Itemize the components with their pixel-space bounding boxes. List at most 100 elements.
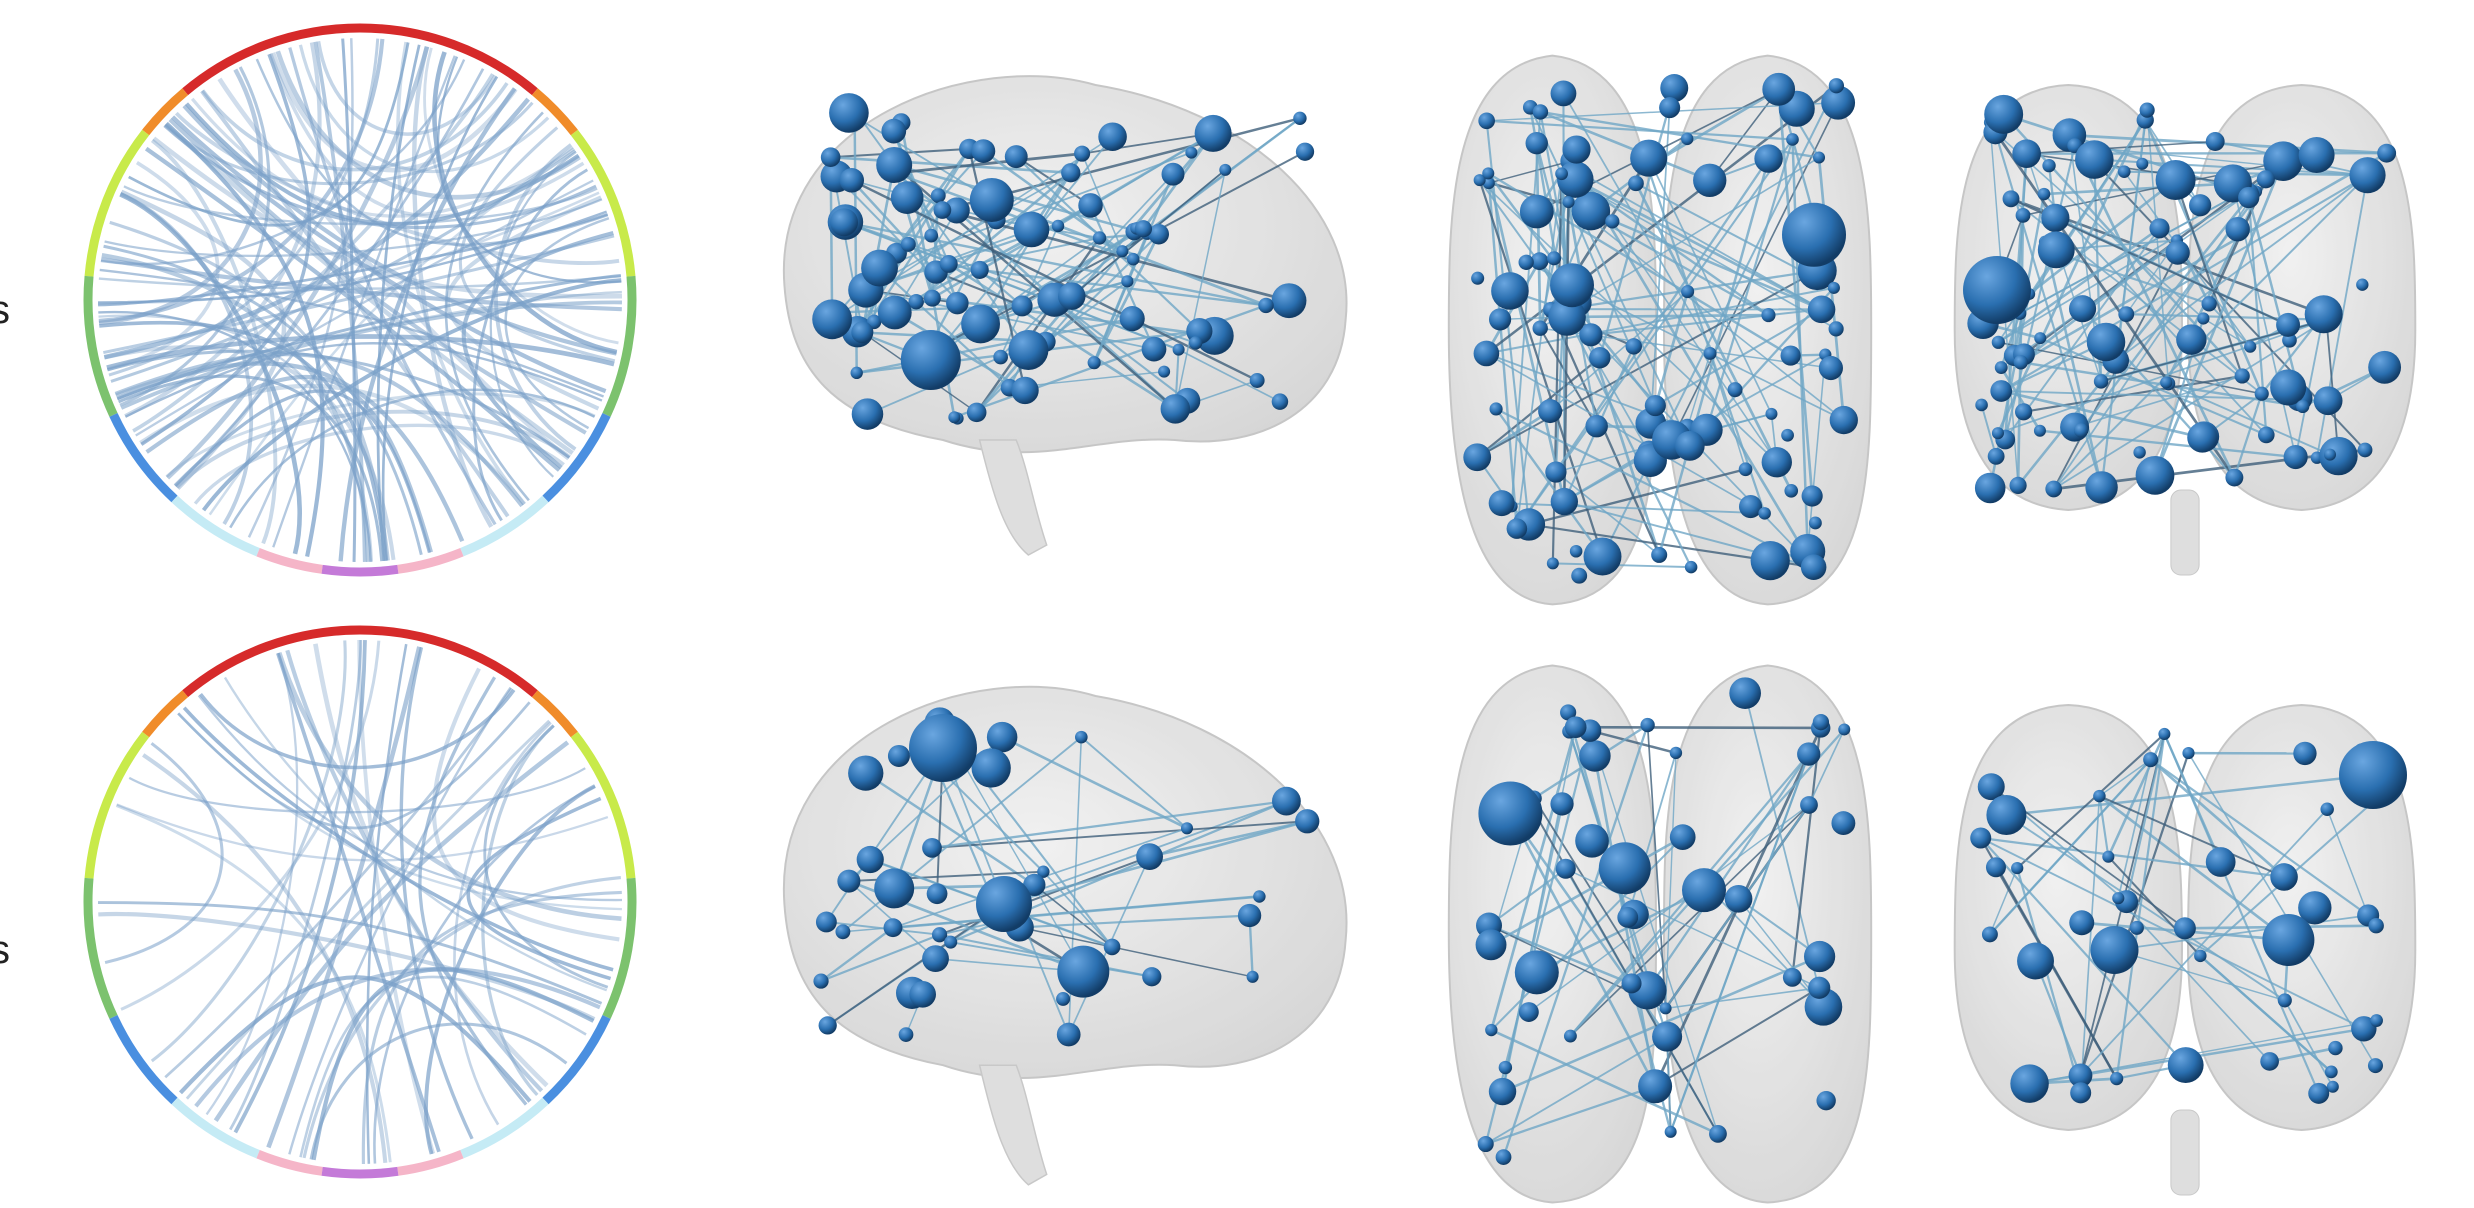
node-sphere xyxy=(2187,422,2218,453)
node-sphere xyxy=(1684,560,1698,574)
chord-link xyxy=(396,41,526,506)
edge-line xyxy=(1552,562,1692,569)
edge-line xyxy=(1569,804,1810,1037)
nodes xyxy=(1970,727,2407,1104)
chord-link xyxy=(247,38,354,538)
edge-line xyxy=(1093,173,1175,364)
chord-link xyxy=(288,47,497,526)
edge-line xyxy=(935,764,1045,873)
node-sphere xyxy=(1518,1002,1539,1022)
node-sphere xyxy=(1037,865,1050,878)
edge-line xyxy=(1664,752,1677,1009)
node-sphere xyxy=(900,330,961,390)
edge-line xyxy=(1647,157,1773,415)
ring xyxy=(83,23,637,577)
node-sphere xyxy=(1829,405,1858,435)
node-sphere xyxy=(1987,447,2005,465)
node-sphere xyxy=(1739,495,1763,519)
node-sphere xyxy=(1271,283,1307,319)
edge-line xyxy=(2034,960,2082,1076)
chord-link xyxy=(185,719,551,1100)
chord-link xyxy=(140,53,312,446)
node-sphere xyxy=(890,181,924,214)
edge-line xyxy=(1053,298,1189,402)
node-sphere xyxy=(1831,811,1856,836)
brain-svg-sagittal-1 xyxy=(782,75,1348,556)
node-sphere xyxy=(1644,395,1666,417)
chord-link xyxy=(144,146,561,472)
chord-link xyxy=(466,796,612,981)
ring-segment xyxy=(83,275,118,417)
node-sphere xyxy=(839,168,865,193)
node-sphere xyxy=(1478,112,1495,130)
node-sphere xyxy=(1103,938,1121,956)
edge-line xyxy=(1495,407,1815,569)
node-sphere xyxy=(1482,177,1495,190)
chord-svg-2 xyxy=(83,625,637,1179)
edge-line xyxy=(1174,169,1227,410)
edge-line xyxy=(931,800,1287,850)
node-sphere xyxy=(1188,336,1203,350)
node-sphere xyxy=(1669,824,1696,850)
chord-link xyxy=(423,47,619,345)
node-sphere xyxy=(1784,483,1799,498)
edge-line xyxy=(1485,1085,1656,1146)
edge-line xyxy=(1092,233,1160,364)
edge-line xyxy=(1646,753,1810,991)
node-sphere xyxy=(1116,245,1129,258)
node-sphere xyxy=(2298,137,2335,173)
node-sphere xyxy=(961,304,1001,344)
ring-segment xyxy=(359,625,538,698)
node-sphere xyxy=(1555,167,1568,181)
edge-line xyxy=(1501,502,1765,515)
chord-link xyxy=(190,97,575,218)
edge-line xyxy=(1529,106,1691,447)
node-sphere xyxy=(2368,918,2384,934)
node-sphere xyxy=(1669,746,1683,760)
node-sphere xyxy=(2320,802,2334,816)
node-sphere xyxy=(2234,368,2250,384)
edge-line xyxy=(1486,119,1793,141)
node-sphere xyxy=(1985,857,2006,878)
node-sphere xyxy=(1974,472,2006,504)
chord-link xyxy=(285,649,544,1093)
node-sphere xyxy=(900,236,916,252)
node-sphere xyxy=(1963,256,2031,324)
edge-line xyxy=(1485,352,1766,515)
edge-line xyxy=(2079,808,2328,1077)
node-sphere xyxy=(1724,885,1753,913)
chord-link xyxy=(173,389,431,554)
ring xyxy=(83,625,637,1179)
chord-link xyxy=(205,652,299,1116)
node-sphere xyxy=(1491,272,1529,310)
chord-link xyxy=(182,706,614,972)
node-sphere xyxy=(2009,476,2027,495)
node-sphere xyxy=(1485,1023,1498,1037)
ring-segment xyxy=(109,413,178,503)
ring-segment xyxy=(460,1097,549,1159)
chord-link xyxy=(288,686,512,1155)
edge-line xyxy=(1019,926,1253,978)
node-sphere xyxy=(1977,773,2005,801)
node-sphere xyxy=(1121,275,1134,288)
node-sphere xyxy=(2238,186,2260,209)
node-sphere xyxy=(2282,332,2297,348)
node-sphere xyxy=(1098,122,1127,152)
edge-line xyxy=(1646,724,1667,1009)
node-sphere xyxy=(1478,781,1543,846)
node-sphere xyxy=(1681,285,1695,299)
node-sphere xyxy=(1237,903,1262,928)
node-sphere xyxy=(1564,716,1587,739)
edge-line xyxy=(1019,914,1250,929)
edge-line xyxy=(2016,733,2166,869)
edge-line xyxy=(1575,725,1821,730)
edge-line xyxy=(851,179,997,221)
node-sphere xyxy=(1008,330,1049,370)
node-sphere xyxy=(1797,742,1821,766)
node-sphere xyxy=(2313,386,2343,416)
edge-line xyxy=(848,112,993,201)
node-sphere xyxy=(2323,448,2337,461)
chord-diagram-2 xyxy=(70,612,650,1192)
node-sphere xyxy=(2129,920,2144,935)
node-sphere xyxy=(971,139,996,163)
